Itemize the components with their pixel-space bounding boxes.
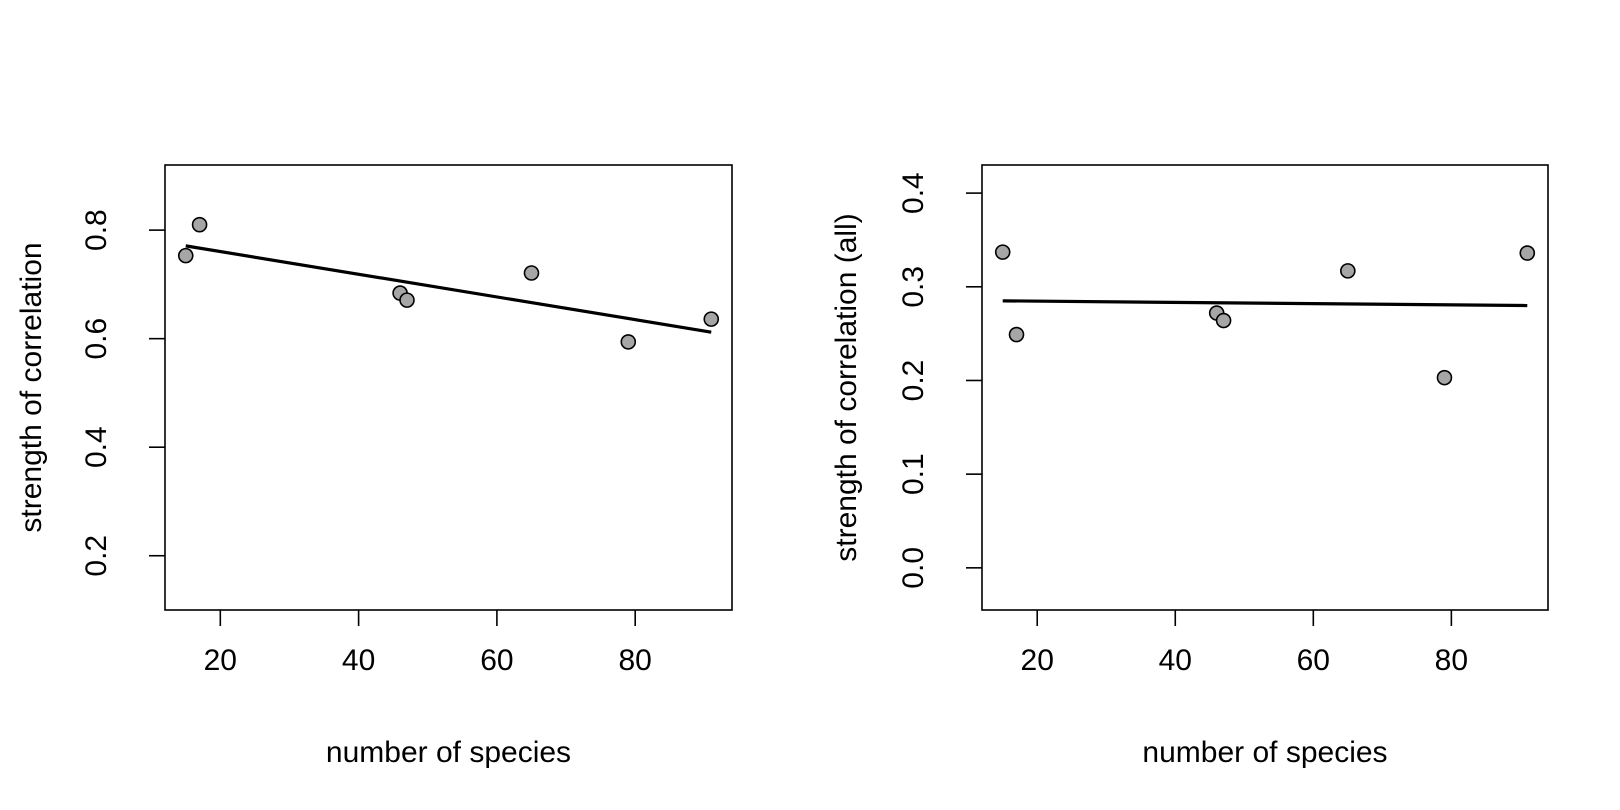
data-point <box>1437 371 1451 385</box>
x-tick-label: 60 <box>480 644 513 677</box>
x-axis-title: number of species <box>1142 736 1387 769</box>
data-point <box>1010 328 1024 342</box>
y-axis-title: strength of correlation <box>15 242 48 532</box>
y-tick-label: 0.3 <box>897 266 930 308</box>
data-point <box>193 218 207 232</box>
data-point <box>621 335 635 349</box>
x-axis-title: number of species <box>326 736 571 769</box>
data-point <box>400 293 414 307</box>
x-tick-label: 80 <box>1435 644 1468 677</box>
chart-panel-1: 20 40 60 80 0.2 0.4 0.6 0.8 number of species str… <box>15 165 732 769</box>
x-tick-label: 20 <box>204 644 237 677</box>
y-axis-title: strength of correlation (all) <box>830 213 863 562</box>
plot-frame <box>982 165 1548 610</box>
regression-line <box>186 246 712 332</box>
x-tick-label: 20 <box>1021 644 1054 677</box>
data-point <box>524 266 538 280</box>
x-tick-label: 40 <box>1159 644 1192 677</box>
y-tick-label: 0.4 <box>897 172 930 214</box>
data-point <box>996 245 1010 259</box>
x-tick-label: 40 <box>342 644 375 677</box>
plot-frame <box>165 165 732 610</box>
y-tick-label: 0.6 <box>80 318 113 360</box>
data-point <box>704 312 718 326</box>
x-tick-label: 80 <box>619 644 652 677</box>
y-tick-label: 0.8 <box>80 209 113 251</box>
chart-panel-2: 20 40 60 80 0.0 0.1 0.2 0.3 0.4 number of species… <box>830 165 1548 769</box>
x-tick-label: 60 <box>1297 644 1330 677</box>
y-tick-label: 0.1 <box>897 453 930 495</box>
data-point <box>1520 246 1534 260</box>
data-point <box>179 249 193 263</box>
data-point <box>1341 264 1355 278</box>
y-tick-label: 0.4 <box>80 426 113 468</box>
y-tick-label: 0.2 <box>80 535 113 577</box>
regression-line <box>1003 301 1528 306</box>
data-point <box>1217 314 1231 328</box>
y-tick-label: 0.0 <box>897 547 930 589</box>
y-tick-label: 0.2 <box>897 360 930 402</box>
